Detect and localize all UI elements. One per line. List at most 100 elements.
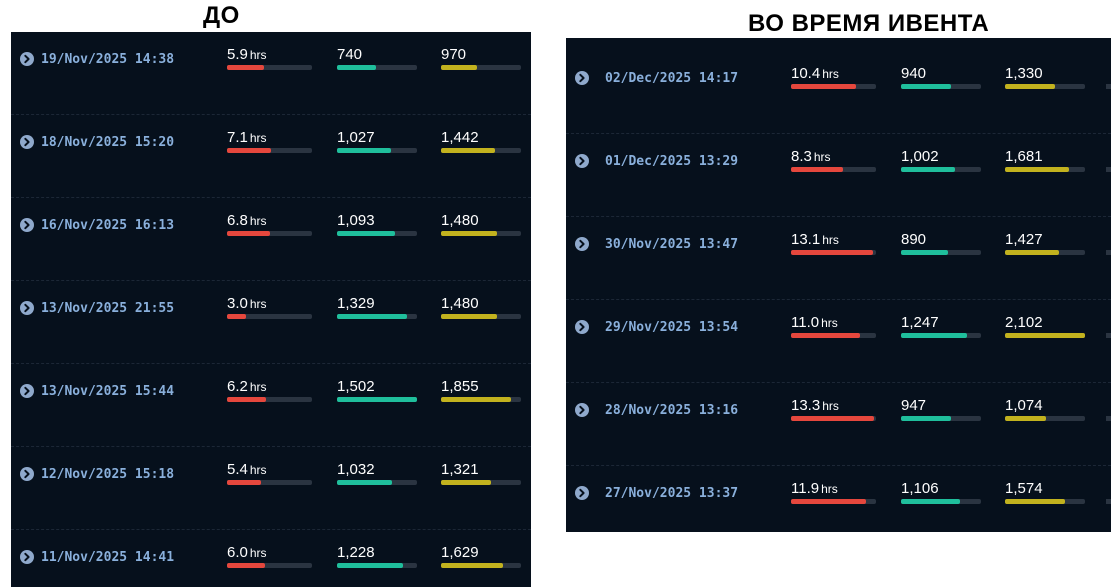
hours-stat-value: 6.2	[227, 378, 248, 395]
chevron-right-circle-icon[interactable]	[575, 486, 589, 500]
third-stat-bar-fill	[441, 65, 477, 70]
chevron-right-circle-icon[interactable]	[20, 550, 34, 564]
second-stat-bar-fill	[337, 314, 407, 319]
second-stat-value: 1,106	[901, 480, 939, 497]
third-stat-value: 1,074	[1005, 397, 1043, 414]
session-row[interactable]: 30/Nov/2025 13:47 13.1 hrs 890 1,427	[566, 217, 1111, 300]
third-stat: 1,321	[441, 461, 521, 485]
session-date[interactable]: 27/Nov/2025 13:37	[605, 486, 739, 501]
third-stat-bar-fill	[1005, 250, 1059, 255]
second-stat-bar	[901, 250, 981, 255]
second-stat-bar	[337, 65, 417, 70]
session-date[interactable]: 16/Nov/2025 16:13	[41, 218, 175, 233]
chevron-right-circle-icon[interactable]	[575, 320, 589, 334]
third-stat: 1,074	[1005, 397, 1085, 421]
hours-stat-value: 13.1	[791, 231, 821, 248]
chevron-right-circle-icon[interactable]	[20, 301, 34, 315]
third-stat-bar-fill	[441, 480, 491, 485]
second-stat-value: 940	[901, 65, 927, 82]
third-stat-bar	[441, 397, 521, 402]
chevron-right-circle-icon[interactable]	[20, 52, 34, 66]
hours-stat: 11.9 hrs	[791, 480, 876, 504]
session-date[interactable]: 12/Nov/2025 15:18	[41, 467, 175, 482]
second-stat: 1,106	[901, 480, 981, 504]
hours-stat-value: 13.3	[791, 397, 821, 414]
chevron-right-circle-icon[interactable]	[575, 403, 589, 417]
session-date[interactable]: 11/Nov/2025 14:41	[41, 550, 175, 565]
chevron-right-circle-icon[interactable]	[20, 135, 34, 149]
cropped-column-bar	[1106, 416, 1111, 421]
second-stat-bar-fill	[337, 563, 403, 568]
third-stat-value: 2,102	[1005, 314, 1043, 331]
second-stat-value: 1,247	[901, 314, 939, 331]
session-row[interactable]: 11/Nov/2025 14:41 6.0 hrs 1,228 1,629	[11, 530, 531, 587]
third-stat-bar-fill	[441, 563, 503, 568]
third-stat-value: 1,574	[1005, 480, 1043, 497]
second-stat-value: 947	[901, 397, 927, 414]
third-stat-value: 1,855	[441, 378, 479, 395]
session-row[interactable]: 13/Nov/2025 21:55 3.0 hrs 1,329 1,480	[11, 281, 531, 364]
session-row[interactable]: 13/Nov/2025 15:44 6.2 hrs 1,502 1,855	[11, 364, 531, 447]
chevron-right-circle-icon[interactable]	[575, 71, 589, 85]
hours-stat: 5.4 hrs	[227, 461, 312, 485]
session-row[interactable]: 27/Nov/2025 13:37 11.9 hrs 1,106 1,574	[566, 466, 1111, 532]
session-date[interactable]: 13/Nov/2025 15:44	[41, 384, 175, 399]
hours-stat-bar-fill	[227, 397, 266, 402]
hours-stat-bar-fill	[227, 231, 270, 236]
chevron-right-circle-icon[interactable]	[20, 384, 34, 398]
hours-stat-bar	[227, 397, 312, 402]
chevron-right-circle-icon[interactable]	[575, 237, 589, 251]
session-date[interactable]: 13/Nov/2025 21:55	[41, 301, 175, 316]
hours-unit: hrs	[249, 214, 267, 228]
second-stat: 740	[337, 46, 417, 70]
session-date[interactable]: 30/Nov/2025 13:47	[605, 237, 739, 252]
third-stat: 1,480	[441, 212, 521, 236]
hours-stat-value: 6.8	[227, 212, 248, 229]
panel-before: 19/Nov/2025 14:38 5.9 hrs 740 970 18/Nov/2025…	[11, 32, 531, 587]
session-date[interactable]: 02/Dec/2025 14:17	[605, 71, 739, 86]
hours-stat-bar-fill	[227, 314, 246, 319]
hours-stat: 5.9 hrs	[227, 46, 312, 70]
third-stat-bar	[1005, 250, 1085, 255]
hours-stat: 3.0 hrs	[227, 295, 312, 319]
chevron-right-circle-icon[interactable]	[575, 154, 589, 168]
session-row[interactable]: 19/Nov/2025 14:38 5.9 hrs 740 970	[11, 32, 531, 115]
session-row[interactable]: 16/Nov/2025 16:13 6.8 hrs 1,093 1,480	[11, 198, 531, 281]
cropped-column-bar	[1106, 499, 1111, 504]
hours-stat: 7.1 hrs	[227, 129, 312, 153]
session-row[interactable]: 28/Nov/2025 13:16 13.3 hrs 947 1,074	[566, 383, 1111, 466]
session-date[interactable]: 29/Nov/2025 13:54	[605, 320, 739, 335]
hours-stat-bar-fill	[791, 250, 873, 255]
third-stat-bar-fill	[441, 148, 495, 153]
third-stat-bar-fill	[441, 231, 497, 236]
hours-stat: 11.0 hrs	[791, 314, 876, 338]
third-stat: 1,629	[441, 544, 521, 568]
third-stat: 1,427	[1005, 231, 1085, 255]
hours-stat-bar-fill	[791, 167, 843, 172]
session-row[interactable]: 18/Nov/2025 15:20 7.1 hrs 1,027 1,442	[11, 115, 531, 198]
session-date[interactable]: 19/Nov/2025 14:38	[41, 52, 175, 67]
heading-event: ВО ВРЕМЯ ИВЕНТА	[748, 10, 990, 37]
hours-unit: hrs	[249, 131, 267, 145]
session-row[interactable]: 02/Dec/2025 14:17 10.4 hrs 940 1,330	[566, 51, 1111, 134]
second-stat-value: 1,329	[337, 295, 375, 312]
third-stat-bar-fill	[1005, 84, 1055, 89]
session-row[interactable]: 29/Nov/2025 13:54 11.0 hrs 1,247 2,102	[566, 300, 1111, 383]
hours-stat-bar-fill	[791, 333, 860, 338]
hours-stat: 10.4 hrs	[791, 65, 876, 89]
third-stat: 970	[441, 46, 521, 70]
session-date[interactable]: 28/Nov/2025 13:16	[605, 403, 739, 418]
second-stat-value: 1,032	[337, 461, 375, 478]
chevron-right-circle-icon[interactable]	[20, 467, 34, 481]
chevron-right-circle-icon[interactable]	[20, 218, 34, 232]
hours-stat-value: 11.0	[791, 314, 820, 331]
hours-unit: hrs	[249, 463, 267, 477]
session-row[interactable]: 12/Nov/2025 15:18 5.4 hrs 1,032 1,321	[11, 447, 531, 530]
session-row[interactable]: 01/Dec/2025 13:29 8.3 hrs 1,002 1,681	[566, 134, 1111, 217]
second-stat-bar	[337, 480, 417, 485]
session-date[interactable]: 01/Dec/2025 13:29	[605, 154, 739, 169]
hours-stat-bar	[791, 250, 876, 255]
third-stat: 1,480	[441, 295, 521, 319]
second-stat: 1,093	[337, 212, 417, 236]
session-date[interactable]: 18/Nov/2025 15:20	[41, 135, 175, 150]
